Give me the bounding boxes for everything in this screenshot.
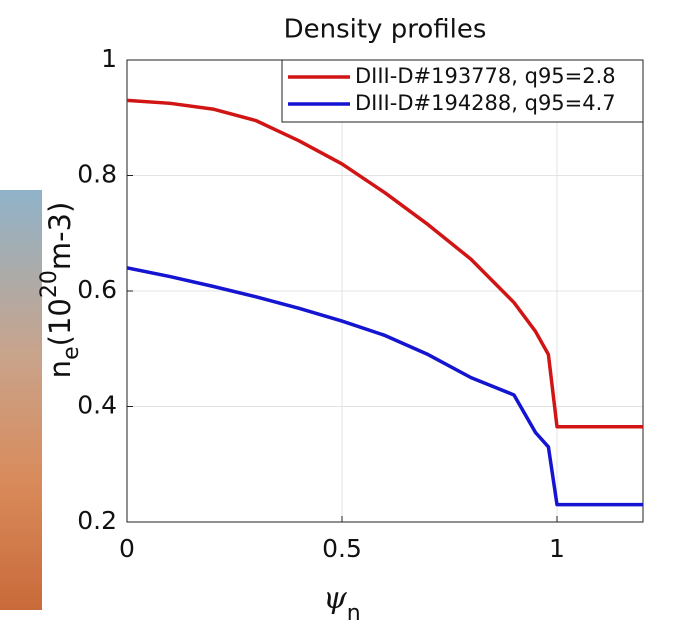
legend-label: DIII-D#193778, q95=2.8 [355,64,616,88]
y-tick-label: 0.6 [77,275,117,304]
y-tick-label: 0.2 [77,506,117,535]
chart-title: Density profiles [284,15,487,45]
y-axis-label: ne(1020m-3) [37,202,84,379]
y-tick-label: 1 [101,44,117,73]
y-tick-label: 0.4 [77,391,117,420]
data-line [126,266,643,507]
data-line [126,98,643,429]
legend-label: DIII-D#194288, q95=4.7 [355,91,616,115]
x-tick-label: 0 [119,534,135,563]
x-tick-label: 0.5 [322,534,362,563]
y-tick-label: 0.8 [77,160,117,189]
x-axis-label: ψn [323,581,360,623]
background-image [0,190,42,610]
x-tick-label: 1 [549,534,565,563]
legend-box [281,59,644,123]
